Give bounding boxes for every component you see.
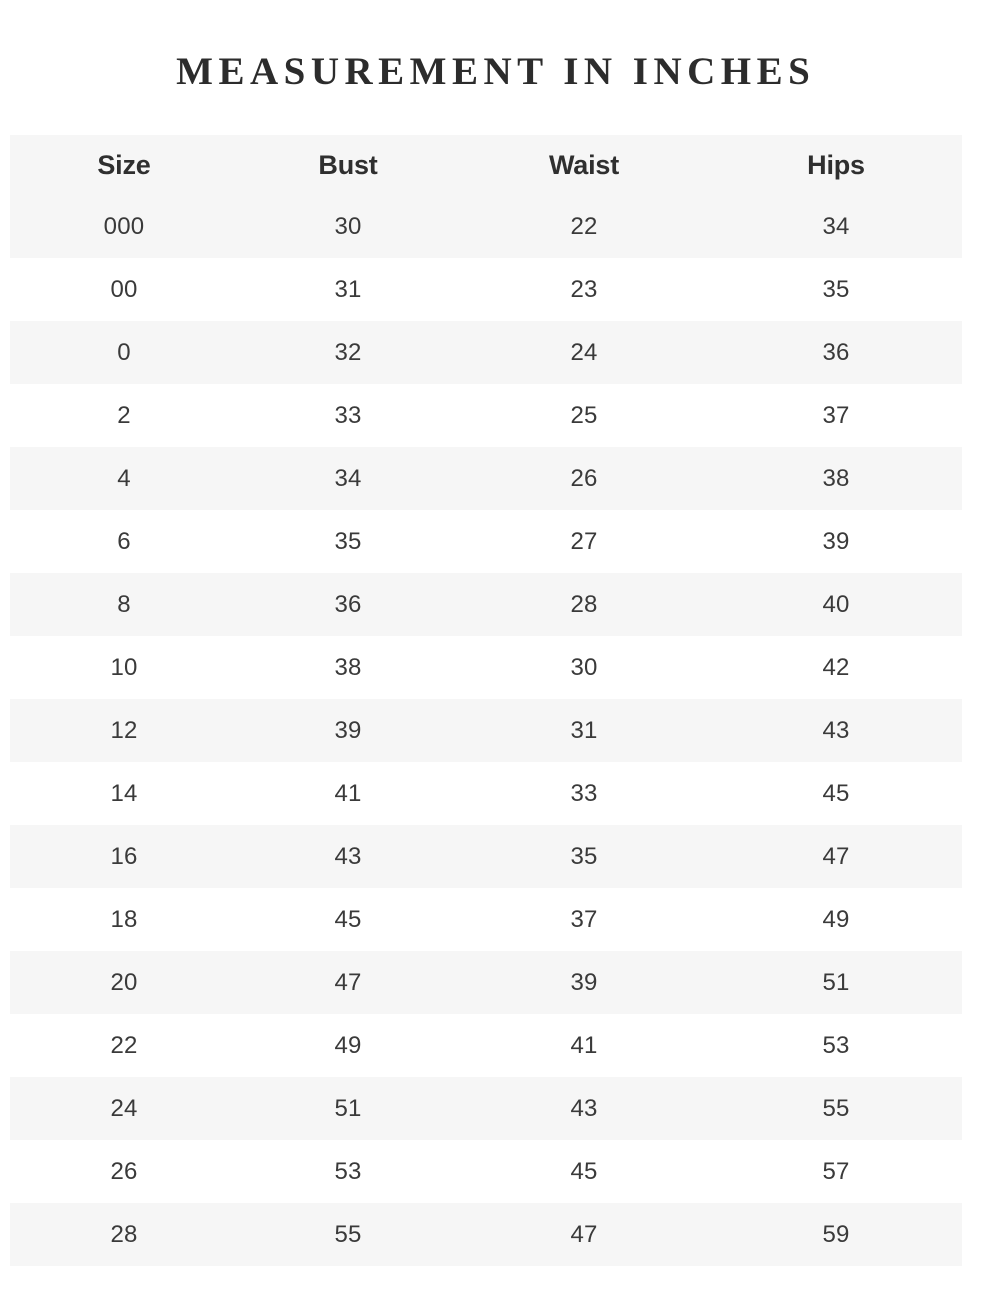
- size-table-container: Size Bust Waist Hips 000 30 22 34 00 31 23 35 0 3…: [10, 135, 962, 1266]
- cell-hips: 45: [822, 779, 850, 807]
- cell-hips: 43: [822, 716, 850, 744]
- cell-bust: 51: [334, 1094, 362, 1122]
- cell-bust: 30: [334, 212, 362, 240]
- cell-hips: 42: [822, 653, 850, 681]
- cell-waist: 30: [570, 653, 598, 681]
- cell-hips: 47: [822, 842, 850, 870]
- cell-size: 6: [117, 527, 131, 555]
- cell-waist: 31: [570, 716, 598, 744]
- cell-hips: 35: [822, 275, 850, 303]
- table-row: 24 51 43 55: [10, 1077, 962, 1140]
- cell-hips: 38: [822, 464, 850, 492]
- cell-bust: 41: [334, 779, 362, 807]
- cell-hips: 57: [822, 1157, 850, 1185]
- cell-hips: 40: [822, 590, 850, 618]
- cell-waist: 41: [570, 1031, 598, 1059]
- cell-size: 24: [110, 1094, 138, 1122]
- table-header: Size Bust Waist Hips: [10, 135, 962, 195]
- cell-bust: 32: [334, 338, 362, 366]
- cell-size: 10: [110, 653, 138, 681]
- cell-bust: 53: [334, 1157, 362, 1185]
- cell-bust: 36: [334, 590, 362, 618]
- table-row: 20 47 39 51: [10, 951, 962, 1014]
- cell-size: 12: [110, 716, 138, 744]
- cell-hips: 34: [822, 212, 850, 240]
- cell-size: 4: [117, 464, 131, 492]
- cell-bust: 47: [334, 968, 362, 996]
- cell-waist: 22: [570, 212, 598, 240]
- cell-hips: 49: [822, 905, 850, 933]
- cell-size: 2: [117, 401, 131, 429]
- column-header-size: Size: [97, 149, 151, 180]
- table-row: 10 38 30 42: [10, 636, 962, 699]
- table-row: 8 36 28 40: [10, 573, 962, 636]
- cell-bust: 38: [334, 653, 362, 681]
- table-row: 4 34 26 38: [10, 447, 962, 510]
- cell-waist: 33: [570, 779, 598, 807]
- cell-bust: 55: [334, 1220, 362, 1248]
- cell-size: 28: [110, 1220, 138, 1248]
- cell-size: 20: [110, 968, 138, 996]
- cell-bust: 35: [334, 527, 362, 555]
- cell-waist: 25: [570, 401, 598, 429]
- cell-waist: 26: [570, 464, 598, 492]
- page-title: MEASUREMENT IN INCHES: [176, 50, 816, 93]
- table-row: 14 41 33 45: [10, 762, 962, 825]
- cell-size: 14: [110, 779, 138, 807]
- cell-bust: 33: [334, 401, 362, 429]
- table-row: 2 33 25 37: [10, 384, 962, 447]
- table-header-row: Size Bust Waist Hips: [10, 135, 962, 195]
- cell-hips: 36: [822, 338, 850, 366]
- cell-waist: 28: [570, 590, 598, 618]
- cell-waist: 24: [570, 338, 598, 366]
- cell-waist: 27: [570, 527, 598, 555]
- cell-hips: 37: [822, 401, 850, 429]
- table-row: 28 55 47 59: [10, 1203, 962, 1266]
- column-header-waist: Waist: [548, 149, 619, 180]
- cell-bust: 39: [334, 716, 362, 744]
- table-row: 16 43 35 47: [10, 825, 962, 888]
- column-header-bust: Bust: [318, 149, 378, 180]
- cell-size: 26: [110, 1157, 138, 1185]
- cell-bust: 31: [334, 275, 362, 303]
- table-body: 000 30 22 34 00 31 23 35 0 32 24 36 2 33 25 37 4 34 26 38 6 3…: [10, 195, 962, 1266]
- cell-size: 16: [110, 842, 138, 870]
- cell-waist: 37: [570, 905, 598, 933]
- cell-hips: 53: [822, 1031, 850, 1059]
- table-row: 18 45 37 49: [10, 888, 962, 951]
- cell-size: 22: [110, 1031, 138, 1059]
- table-row: 00 31 23 35: [10, 258, 962, 321]
- cell-hips: 59: [822, 1220, 850, 1248]
- cell-waist: 45: [570, 1157, 598, 1185]
- table-row: 0 32 24 36: [10, 321, 962, 384]
- table-row: 6 35 27 39: [10, 510, 962, 573]
- cell-bust: 45: [334, 905, 362, 933]
- cell-waist: 43: [570, 1094, 598, 1122]
- measurement-size-table: Size Bust Waist Hips 000 30 22 34 00 31 23 35 0 3…: [10, 135, 962, 1266]
- cell-hips: 55: [822, 1094, 850, 1122]
- column-header-hips: Hips: [807, 149, 865, 180]
- cell-size: 00: [110, 275, 138, 303]
- table-row: 12 39 31 43: [10, 699, 962, 762]
- cell-waist: 35: [570, 842, 598, 870]
- cell-size: 000: [103, 212, 145, 240]
- cell-bust: 49: [334, 1031, 362, 1059]
- cell-hips: 39: [822, 527, 850, 555]
- table-row: 000 30 22 34: [10, 195, 962, 258]
- cell-waist: 39: [570, 968, 598, 996]
- table-row: 22 49 41 53: [10, 1014, 962, 1077]
- cell-waist: 23: [570, 275, 598, 303]
- cell-size: 0: [117, 338, 131, 366]
- cell-size: 8: [117, 590, 131, 618]
- cell-size: 18: [110, 905, 138, 933]
- table-row: 26 53 45 57: [10, 1140, 962, 1203]
- cell-bust: 43: [334, 842, 362, 870]
- cell-bust: 34: [334, 464, 362, 492]
- cell-hips: 51: [822, 968, 850, 996]
- cell-waist: 47: [570, 1220, 598, 1248]
